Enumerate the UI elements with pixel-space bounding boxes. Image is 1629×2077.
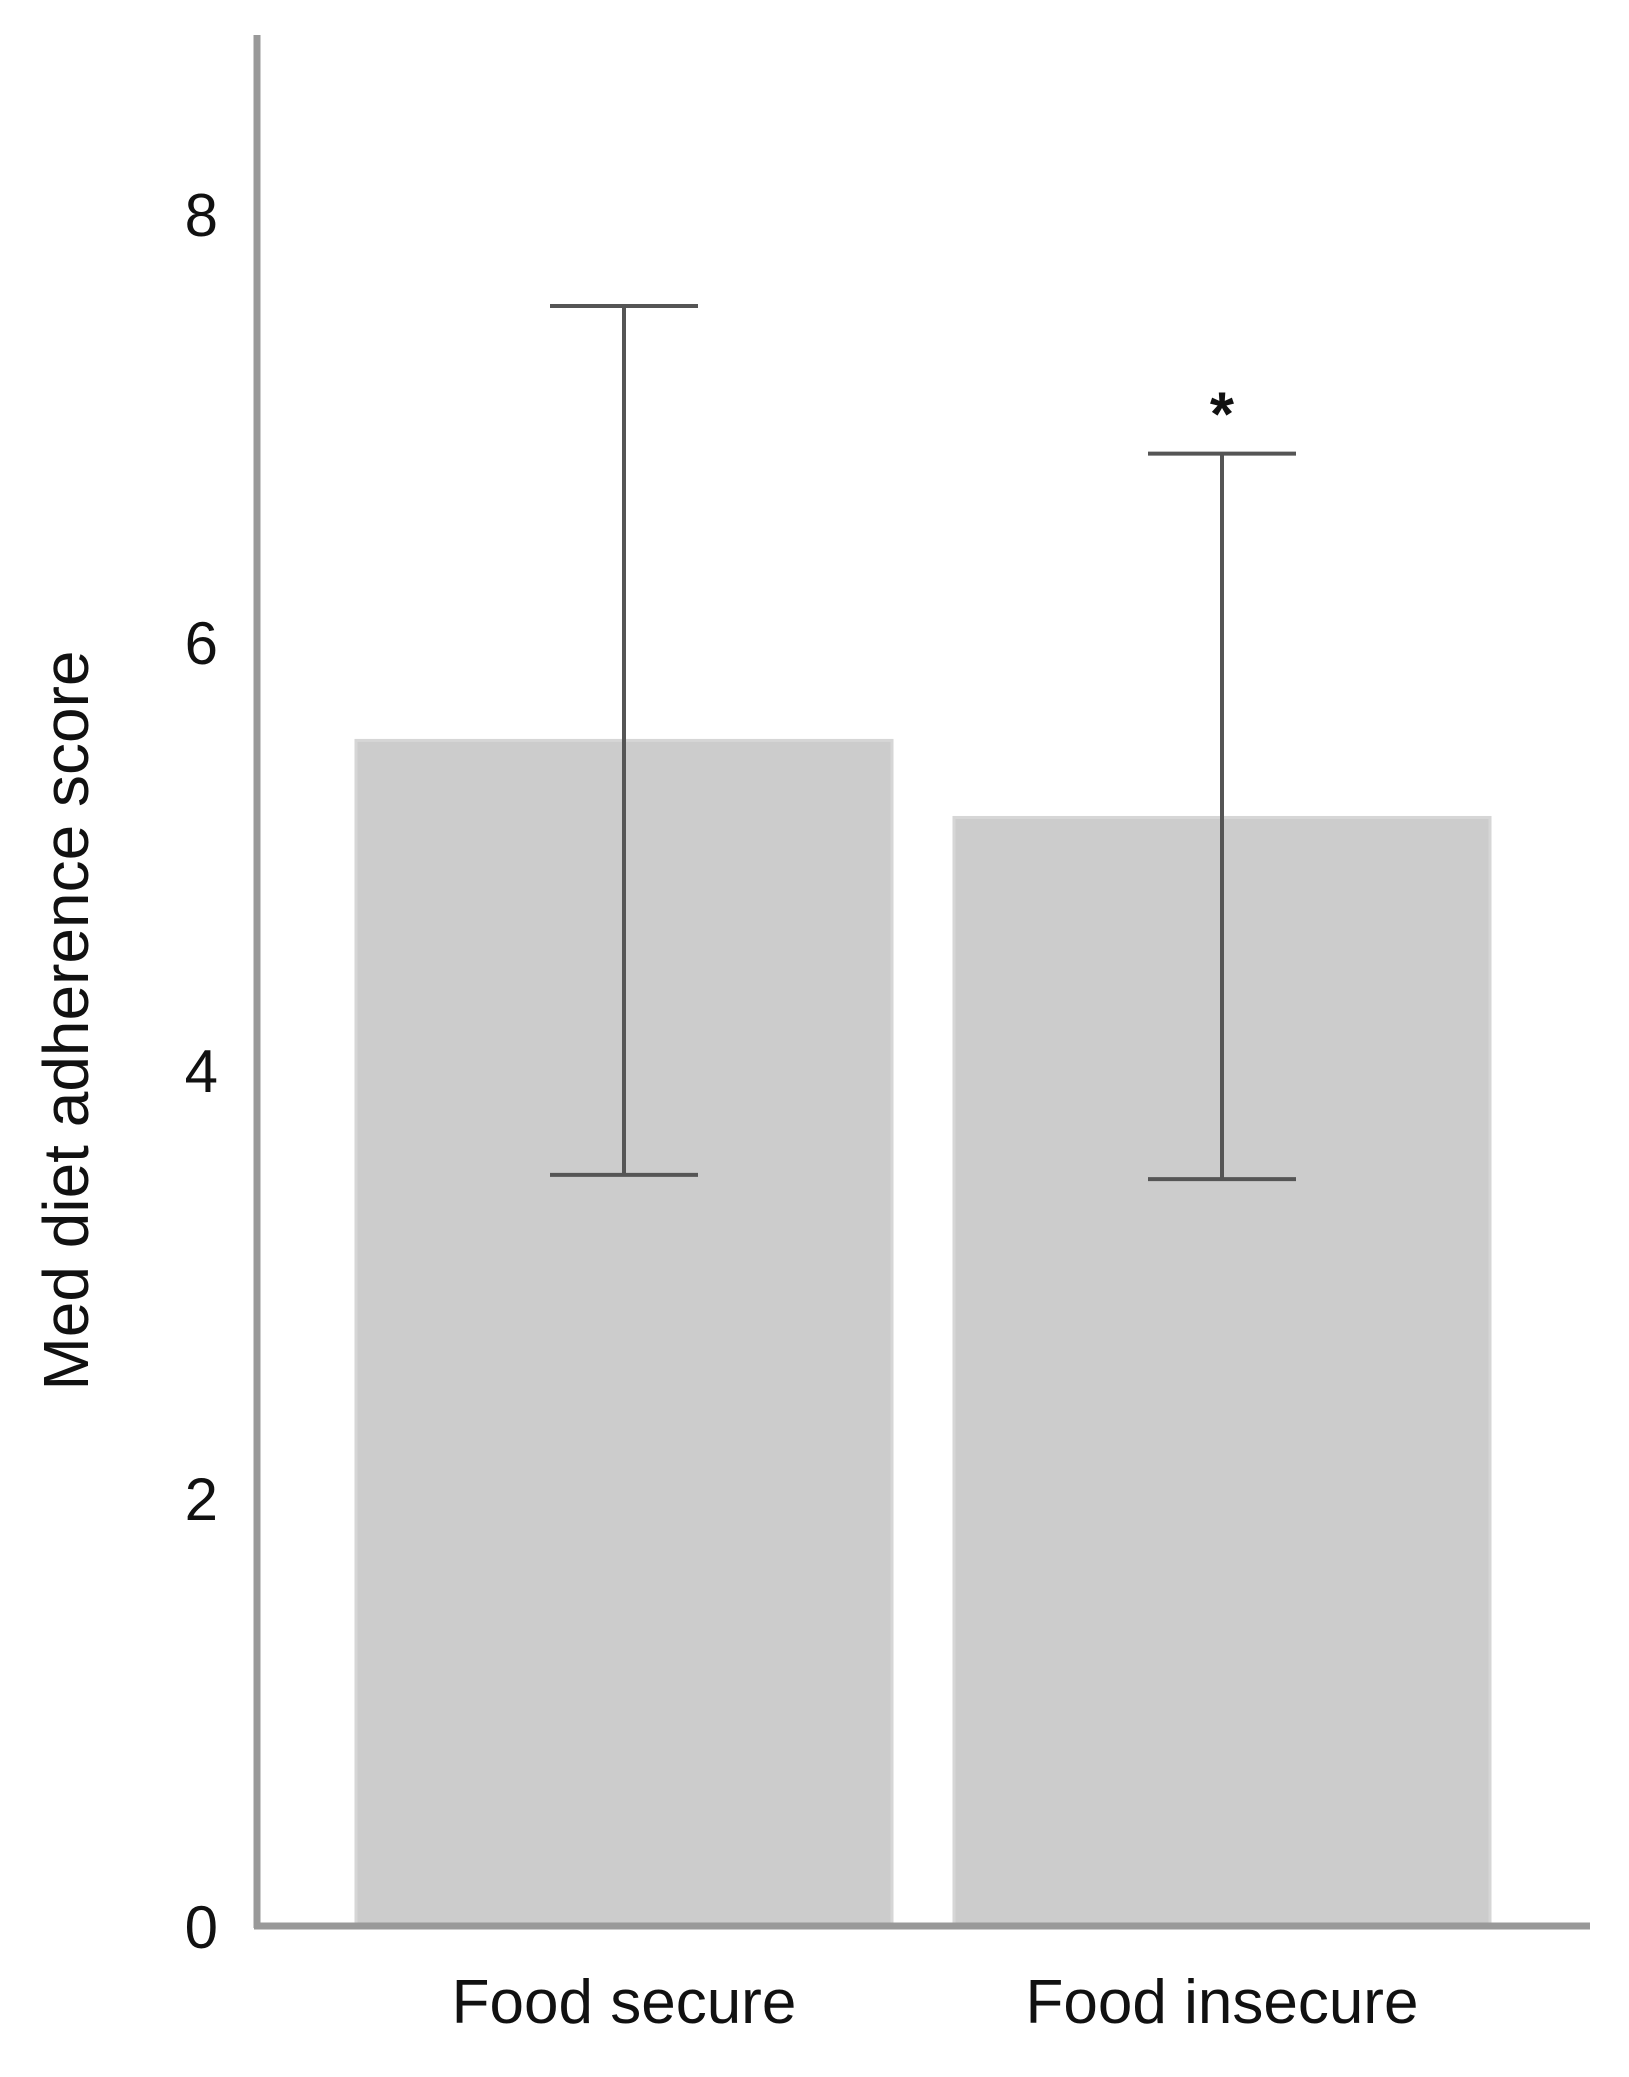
error-bars-layer bbox=[550, 304, 1296, 1182]
y-tick-label-8: 8 bbox=[185, 182, 218, 249]
y-tick-label-0: 0 bbox=[185, 1894, 218, 1961]
x-tick-label-food-insecure: Food insecure bbox=[1026, 1968, 1419, 2037]
x-tick-label-food-secure: Food secure bbox=[452, 1968, 797, 2037]
x-tick-labels: Food secure Food insecure bbox=[452, 1968, 1419, 2037]
y-tick-label-4: 4 bbox=[185, 1038, 218, 1105]
axes-layer bbox=[253, 35, 1590, 1930]
bars-layer bbox=[354, 738, 1492, 1928]
y-axis-title: Med diet adherence score bbox=[30, 651, 102, 1391]
y-tick-labels: 0 2 4 6 8 bbox=[185, 182, 218, 1961]
annotations-layer: * bbox=[1210, 381, 1235, 450]
significance-annotation: * bbox=[1210, 381, 1235, 450]
y-tick-label-6: 6 bbox=[185, 610, 218, 677]
y-tick-label-2: 2 bbox=[185, 1466, 218, 1533]
